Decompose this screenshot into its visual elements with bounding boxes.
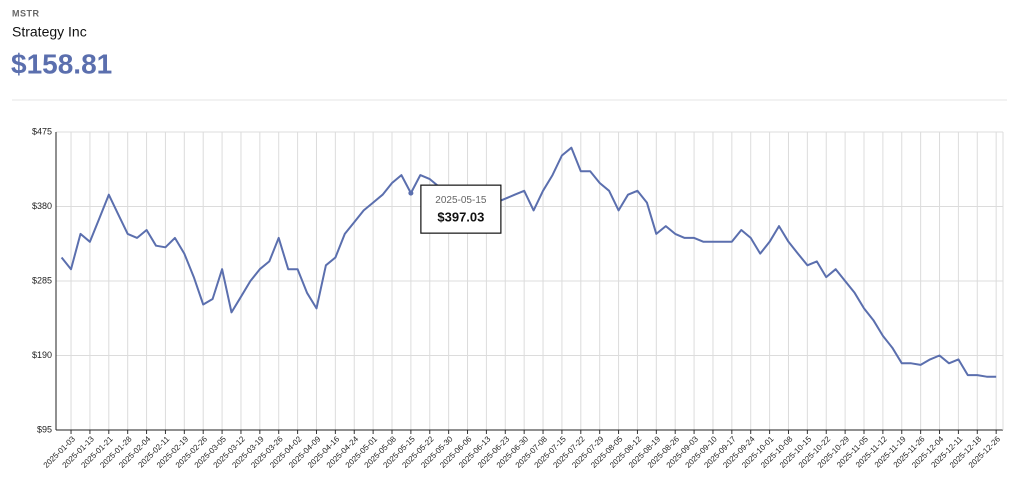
company-name: Strategy Inc (12, 24, 87, 40)
tooltip-date: 2025-05-15 (435, 195, 487, 206)
y-tick-label: $285 (32, 275, 52, 285)
tooltip (420, 184, 502, 234)
hover-dot (408, 190, 414, 196)
price: $158.81 (11, 48, 112, 79)
tooltip-value: $397.03 (437, 210, 484, 225)
plot: $95$190$285$380$4752025-01-032025-01-132… (32, 126, 1004, 470)
price-line (60, 146, 997, 378)
y-tick-label: $190 (32, 350, 52, 360)
y-tick-label: $95 (37, 424, 52, 434)
ticker: MSTR (12, 8, 40, 18)
y-tick-label: $380 (32, 201, 52, 211)
y-tick-label: $475 (32, 126, 52, 136)
